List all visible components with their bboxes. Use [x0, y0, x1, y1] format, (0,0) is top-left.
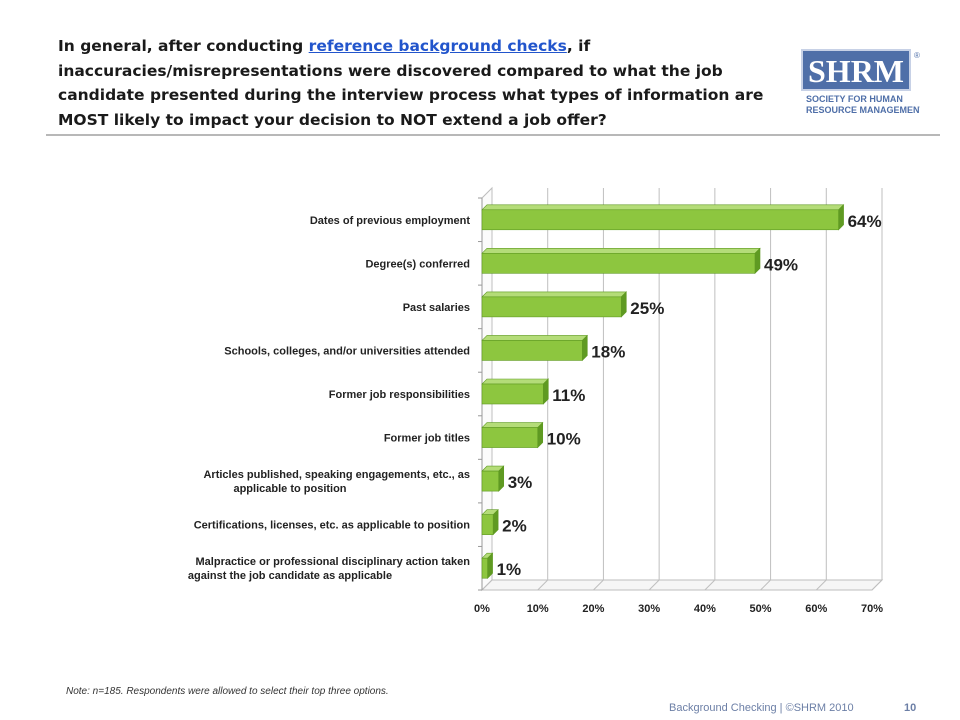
x-tick-label: 10% [527, 603, 549, 615]
category-label: Former job titles [384, 433, 470, 445]
bar [481, 557, 488, 579]
category-label-line: Malpractice or professional disciplinary… [196, 556, 471, 568]
bar [481, 383, 544, 405]
footnote: Note: n=185. Respondents were allowed to… [66, 686, 389, 697]
title-text-start: In general, after conducting [58, 37, 309, 55]
floor-gridline [648, 579, 660, 591]
data-label: 1% [497, 560, 522, 579]
reference-checks-link[interactable]: reference background checks [308, 37, 567, 55]
x-tick-label: 70% [861, 603, 883, 615]
data-label: 3% [508, 473, 533, 492]
category-label: Dates of previous employment [310, 215, 470, 227]
footer-text: Background Checking | ©SHRM 2010 [669, 702, 854, 714]
bar-top-face [481, 335, 589, 341]
bar-top-face [481, 248, 761, 254]
bar-top-face [481, 204, 845, 211]
floor-gridline [704, 579, 716, 591]
bar [481, 514, 494, 535]
title-divider [46, 134, 940, 136]
bar [481, 209, 839, 231]
category-label-line: Dates of previous employment [310, 215, 470, 227]
data-label: 2% [502, 517, 527, 536]
category-label-line: Past salaries [403, 302, 470, 314]
x-tick-label: 0% [474, 603, 490, 615]
category-label: Certifications, licenses, etc. as applic… [194, 520, 471, 532]
data-label: 11% [552, 386, 585, 405]
category-label-line: Former job responsibilities [329, 389, 470, 401]
bar [481, 340, 583, 361]
category-label-line: Degree(s) conferred [365, 258, 470, 270]
logo-line-2: RESOURCE MANAGEMENT [806, 105, 920, 115]
floor-gridline [815, 579, 827, 591]
category-label: Former job responsibilities [329, 389, 470, 401]
data-label: 25% [630, 299, 664, 318]
x-tick-label: 20% [582, 603, 604, 615]
category-label: Past salaries [403, 302, 470, 314]
page-number: 10 [904, 702, 917, 714]
data-label: 18% [591, 342, 625, 361]
x-tick-label: 30% [638, 603, 660, 615]
category-label-line: Former job titles [384, 433, 470, 445]
x-tick-label: 40% [694, 603, 716, 615]
category-label-line: Articles published, speaking engagements… [203, 469, 470, 481]
floor-gridline [760, 579, 771, 591]
data-label: 49% [764, 255, 798, 274]
bar [481, 253, 756, 274]
bar [481, 296, 622, 318]
category-label-line: against the job candidate as applicable [188, 570, 392, 582]
category-label: Schools, colleges, and/or universities a… [224, 345, 470, 357]
floor-gridline [871, 579, 883, 591]
data-label: 10% [547, 430, 581, 449]
data-label: 64% [848, 212, 882, 231]
floor-gridline [537, 579, 549, 591]
slide-title: In general, after conducting reference b… [58, 34, 778, 132]
logo-registered-mark: ® [914, 51, 920, 60]
floor-gridline [481, 579, 493, 591]
category-label-line: Certifications, licenses, etc. as applic… [194, 520, 471, 532]
logo-line-1: SOCIETY FOR HUMAN [806, 94, 903, 104]
category-label-line: applicable to position [233, 483, 346, 495]
shrm-logo: SHRM ® SOCIETY FOR HUMAN RESOURCE MANAGE… [801, 49, 920, 115]
x-tick-label: 60% [805, 603, 827, 615]
x-tick-label: 50% [750, 603, 772, 615]
bar-top-face [481, 422, 544, 428]
logo-abbrev: SHRM [808, 53, 904, 89]
category-label: Malpractice or professional disciplinary… [188, 556, 470, 582]
bar-top-face [481, 291, 628, 298]
category-label: Degree(s) conferred [365, 258, 470, 270]
title-text-end: , if inaccuracies/misrepresentations wer… [58, 37, 764, 129]
bar [481, 427, 539, 448]
bar-top-face [481, 378, 550, 385]
category-label: Articles published, speaking engagements… [203, 469, 470, 495]
bar [481, 470, 500, 492]
category-label-line: Schools, colleges, and/or universities a… [224, 345, 470, 357]
floor-gridline [593, 579, 604, 591]
chart-floor [480, 579, 884, 591]
